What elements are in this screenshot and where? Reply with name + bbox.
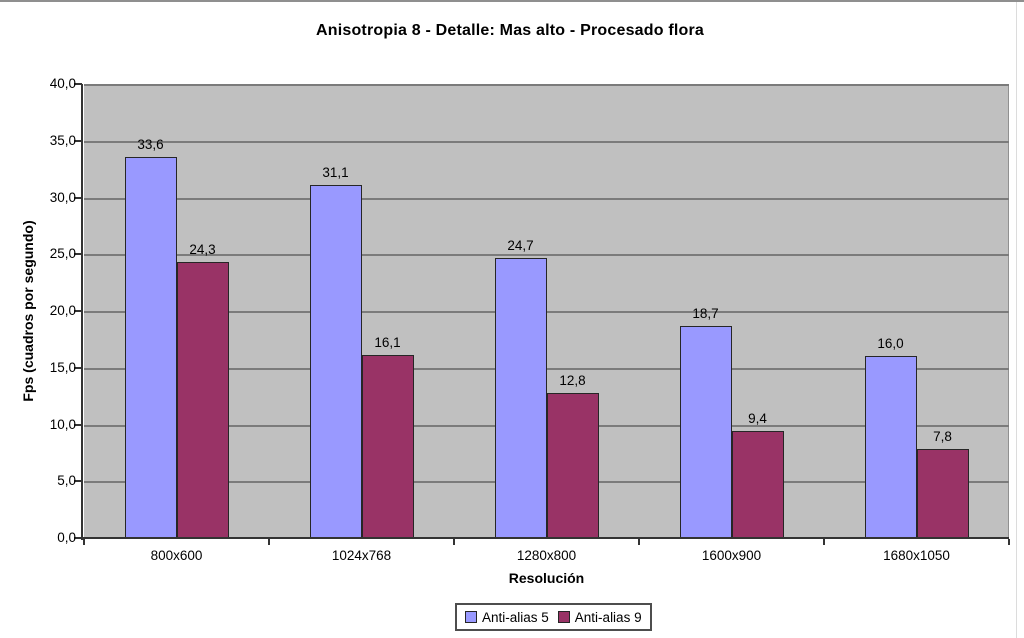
gridline bbox=[84, 367, 1009, 370]
chart-title: Anisotropia 8 - Detalle: Mas alto - Proc… bbox=[315, 22, 705, 39]
bar-anti-alias-9 bbox=[361, 355, 414, 538]
legend-label: Anti-alias 9 bbox=[574, 609, 642, 625]
y-tick-mark bbox=[74, 366, 82, 369]
gridline bbox=[84, 311, 1009, 313]
bar-anti-alias-5 bbox=[124, 156, 177, 538]
bar-anti-alias-5 bbox=[309, 185, 362, 538]
legend-swatch-anti-alias-9-icon bbox=[557, 611, 570, 623]
x-category-label: 800x600 bbox=[150, 548, 203, 563]
bar-anti-alias-5 bbox=[864, 356, 917, 538]
bar-value-label: 16,0 bbox=[877, 336, 904, 352]
y-axis-line bbox=[81, 84, 83, 540]
y-tick-label: 15,0 bbox=[49, 359, 76, 375]
bar-value-label: 24,3 bbox=[189, 242, 216, 258]
gridline bbox=[84, 140, 1009, 143]
x-axis-line bbox=[81, 537, 1009, 539]
bar-value-label: 33,6 bbox=[137, 136, 164, 152]
gridline bbox=[84, 254, 1009, 257]
legend-label: Anti-alias 5 bbox=[482, 609, 549, 625]
x-tick-mark bbox=[453, 539, 455, 545]
x-tick-mark bbox=[268, 539, 270, 545]
legend: Anti-alias 5 Anti-alias 9 bbox=[455, 603, 652, 631]
x-tick-mark bbox=[823, 539, 825, 545]
gridline bbox=[84, 197, 1009, 200]
bar-value-label: 16,1 bbox=[374, 335, 401, 351]
x-tick-mark bbox=[638, 539, 640, 545]
y-tick-label: 5,0 bbox=[57, 473, 76, 489]
x-tick-mark bbox=[1008, 539, 1010, 545]
gridline bbox=[84, 84, 1009, 86]
bar-anti-alias-9 bbox=[731, 431, 784, 538]
y-tick-mark bbox=[74, 537, 82, 539]
bar-value-label: 12,8 bbox=[559, 372, 586, 388]
bar-anti-alias-9 bbox=[176, 262, 229, 538]
bar-value-label: 7,8 bbox=[933, 429, 952, 445]
y-tick-label: 35,0 bbox=[49, 132, 76, 148]
window-right-edge bbox=[1016, 2, 1017, 638]
x-category-label: 1600x900 bbox=[701, 548, 762, 563]
y-tick-label: 25,0 bbox=[49, 246, 76, 262]
y-tick-label: 30,0 bbox=[49, 189, 76, 205]
bar-anti-alias-5 bbox=[494, 257, 547, 538]
y-tick-mark bbox=[74, 139, 82, 142]
plot-area bbox=[84, 84, 1009, 538]
y-tick-label: 10,0 bbox=[49, 416, 76, 432]
x-tick-mark bbox=[83, 539, 85, 545]
bar-anti-alias-5 bbox=[679, 325, 732, 538]
legend-swatch-anti-alias-5-icon bbox=[465, 611, 477, 623]
window-top-edge bbox=[0, 0, 1024, 2]
bar-value-label: 9,4 bbox=[748, 411, 767, 427]
y-tick-mark bbox=[74, 423, 82, 426]
y-tick-mark bbox=[74, 480, 82, 483]
x-category-label: 1024x768 bbox=[331, 548, 392, 563]
bar-value-label: 18,7 bbox=[692, 305, 719, 321]
x-axis-title: Resolución bbox=[508, 570, 585, 586]
bar-anti-alias-9 bbox=[916, 449, 969, 538]
y-tick-label: 40,0 bbox=[49, 76, 76, 91]
y-tick-label: 20,0 bbox=[49, 303, 76, 318]
y-tick-label: 0,0 bbox=[57, 530, 76, 545]
x-category-label: 1280x800 bbox=[516, 548, 577, 563]
bar-value-label: 24,7 bbox=[507, 237, 534, 253]
legend-item-anti-alias-5: Anti-alias 5 bbox=[465, 610, 549, 625]
y-tick-mark bbox=[74, 196, 82, 199]
y-tick-mark bbox=[74, 83, 82, 85]
legend-item-anti-alias-9: Anti-alias 9 bbox=[557, 609, 642, 625]
y-tick-mark bbox=[74, 253, 82, 256]
y-tick-mark bbox=[74, 310, 82, 312]
bar-value-label: 31,1 bbox=[322, 165, 349, 180]
x-category-label: 1680x1050 bbox=[883, 548, 950, 563]
bar-anti-alias-9 bbox=[546, 392, 599, 538]
